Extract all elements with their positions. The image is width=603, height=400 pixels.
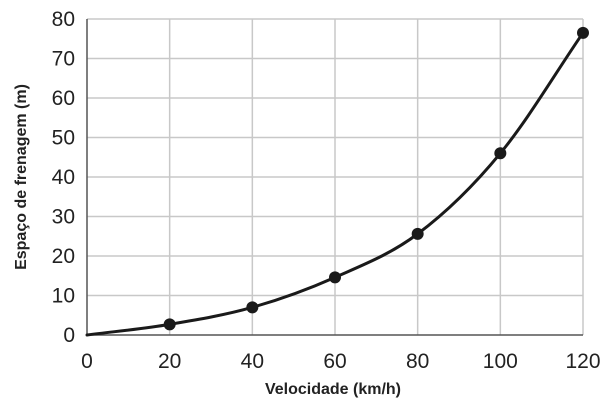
axes [86,19,583,336]
grid-lines [87,18,584,335]
x-axis-title: Velocidade (km/h) [265,381,401,398]
y-tick-labels: 0 10 20 30 40 50 60 70 80 [52,8,75,347]
x-tick-label: 40 [241,350,264,373]
data-point [163,318,176,331]
y-tick-label: 0 [63,324,75,347]
data-point [246,301,259,314]
y-tick-label: 60 [52,87,75,110]
series-layer [85,26,589,337]
y-tick-label: 50 [52,127,75,150]
y-axis-title: Espaço de frenagem (m) [13,84,30,270]
x-tick-label: 120 [565,350,600,373]
data-point [494,147,507,160]
y-tick-label: 20 [52,245,75,268]
x-tick-label: 100 [483,350,518,373]
x-tick-label: 0 [81,350,93,373]
data-point [577,26,589,39]
y-tick-label: 80 [52,8,75,31]
y-tick-label: 10 [52,285,75,308]
x-tick-label: 20 [158,350,181,373]
data-point [329,271,341,284]
data-point [411,227,424,240]
x-tick-labels: 0 20 40 60 80 100 120 [81,350,600,373]
y-tick-label: 40 [52,166,75,189]
x-tick-label: 80 [406,350,429,373]
y-tick-label: 70 [52,48,75,71]
x-tick-label: 60 [323,350,346,373]
y-tick-label: 30 [52,206,75,229]
